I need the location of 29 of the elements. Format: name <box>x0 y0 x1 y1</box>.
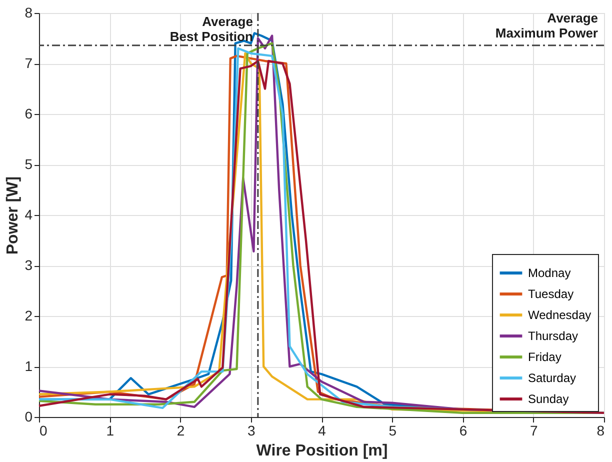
ref-line-label: Average Best Position <box>170 14 253 44</box>
legend-label: Saturday <box>528 371 576 385</box>
y-tick-label: 3 <box>24 257 33 273</box>
y-tick-label: 2 <box>24 308 33 324</box>
legend-label: Thursday <box>528 329 578 343</box>
x-axis-title: Wire Position [m] <box>256 442 388 460</box>
x-tick-label: 2 <box>176 422 185 438</box>
x-tick-label: 1 <box>106 422 114 438</box>
y-tick-label: 8 <box>24 4 33 20</box>
legend-label: Sunday <box>528 392 569 406</box>
x-tick-label: 3 <box>247 422 256 438</box>
y-tick-label: 4 <box>24 206 33 222</box>
y-tick-label: 0 <box>24 408 33 424</box>
x-tick-label: 0 <box>40 422 48 438</box>
legend-label: Wednesday <box>528 308 592 322</box>
legend-label: Tuesday <box>528 287 574 301</box>
x-tick-label: 4 <box>318 422 326 438</box>
x-tick-label: 6 <box>459 422 468 438</box>
y-tick-label: 5 <box>24 156 33 172</box>
x-tick-label: 8 <box>596 422 605 438</box>
x-tick-label: 7 <box>530 422 538 438</box>
legend-label: Modnay <box>528 266 571 280</box>
x-tick-label: 5 <box>388 422 397 438</box>
ref-line-label: Average Maximum Power <box>495 10 598 40</box>
legend-label: Friday <box>528 350 562 364</box>
y-tick-label: 7 <box>24 55 33 71</box>
y-tick-label: 6 <box>24 106 33 122</box>
y-axis-title: Power [W] <box>4 176 22 255</box>
y-tick-label: 1 <box>24 358 33 374</box>
